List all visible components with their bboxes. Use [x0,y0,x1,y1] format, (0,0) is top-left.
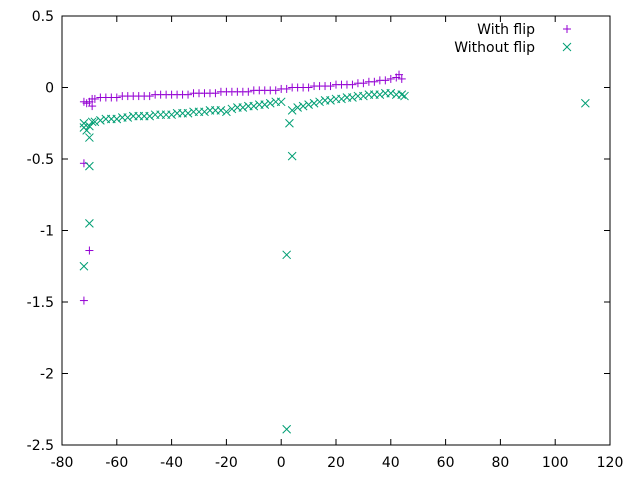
data-point [85,161,94,171]
y-tick-label: 0 [45,81,54,97]
data-point [238,103,248,112]
data-point [145,111,155,121]
data-point [287,151,297,161]
data-point [386,88,396,98]
axis-ticks: -80 -60 -40 -20 0 20 40 60 80 100 120 0.5 0 -0.5 -1 -1.… [27,9,624,471]
data-point [386,74,395,83]
x-tick-label: 120 [597,455,624,471]
plot-frame [61,15,611,446]
data-point [271,86,280,95]
data-point [167,110,176,120]
data-point [183,108,193,118]
data-point [276,97,286,107]
data-point [375,90,385,100]
data-point [85,246,94,255]
y-tick-label: -1.5 [27,295,54,311]
data-point [348,80,357,89]
legend-marker [562,42,572,52]
data-point [79,296,88,305]
data-point [359,79,368,88]
data-point [79,261,89,271]
x-tick-label: 40 [382,455,400,471]
x-tick-label: -20 [215,455,238,471]
legend-label: Without flip [454,40,535,56]
data-point [112,114,122,124]
data-point [381,76,390,85]
data-point [348,93,357,102]
x-tick-label: 60 [437,455,455,471]
data-point [400,91,409,101]
data-point [395,70,404,79]
data-point [359,91,368,101]
y-tick-label: -2.5 [27,438,54,454]
data-point [287,106,297,115]
x-tick-label: 20 [327,455,345,471]
data-point [282,84,291,93]
data-point [96,116,105,125]
data-point [244,87,253,96]
data-point [85,218,94,228]
data-point [90,117,100,127]
data-point [85,133,94,142]
data-point [298,101,308,111]
data-points [79,70,590,434]
data-point [184,90,193,99]
data-point [282,250,292,260]
data-point [397,74,406,83]
data-point [304,83,313,92]
data-point [315,97,324,107]
data-point [580,98,590,108]
legend: With flip Without flip [454,22,572,56]
data-point [88,102,97,111]
data-point [326,96,335,105]
y-tick-label: 0.5 [32,9,54,25]
data-point [397,90,407,100]
data-point [249,101,259,111]
data-point [222,107,231,117]
data-point [260,100,270,110]
data-point [90,94,99,103]
x-tick-label: 80 [491,455,509,471]
x-tick-label: 0 [277,455,286,471]
data-point [227,104,237,114]
data-point [82,126,92,135]
data-point [337,94,346,104]
data-point [112,93,121,102]
data-point [123,113,133,122]
series-with-flip [79,70,406,305]
data-point [326,82,335,91]
data-point [200,107,209,117]
data-point [87,117,97,127]
data-point [293,103,302,112]
data-point [145,92,154,101]
legend-marker [563,25,571,33]
data-point [211,89,220,98]
x-tick-label: -60 [105,455,128,471]
x-tick-label: 100 [542,455,569,471]
x-tick-label: -40 [160,455,183,471]
data-point [282,424,292,434]
data-point [265,98,275,108]
data-point [304,100,313,110]
data-point [370,77,379,86]
data-point [79,118,89,128]
y-tick-label: -2 [40,367,54,383]
data-point [216,106,226,115]
series-without-flip [79,88,590,434]
y-tick-label: -1 [40,224,54,240]
data-point [85,121,94,131]
legend-label: With flip [477,22,535,38]
y-tick-label: -0.5 [27,152,54,168]
data-point [309,98,319,108]
x-tick-label: -80 [51,455,74,471]
data-point [285,118,294,128]
